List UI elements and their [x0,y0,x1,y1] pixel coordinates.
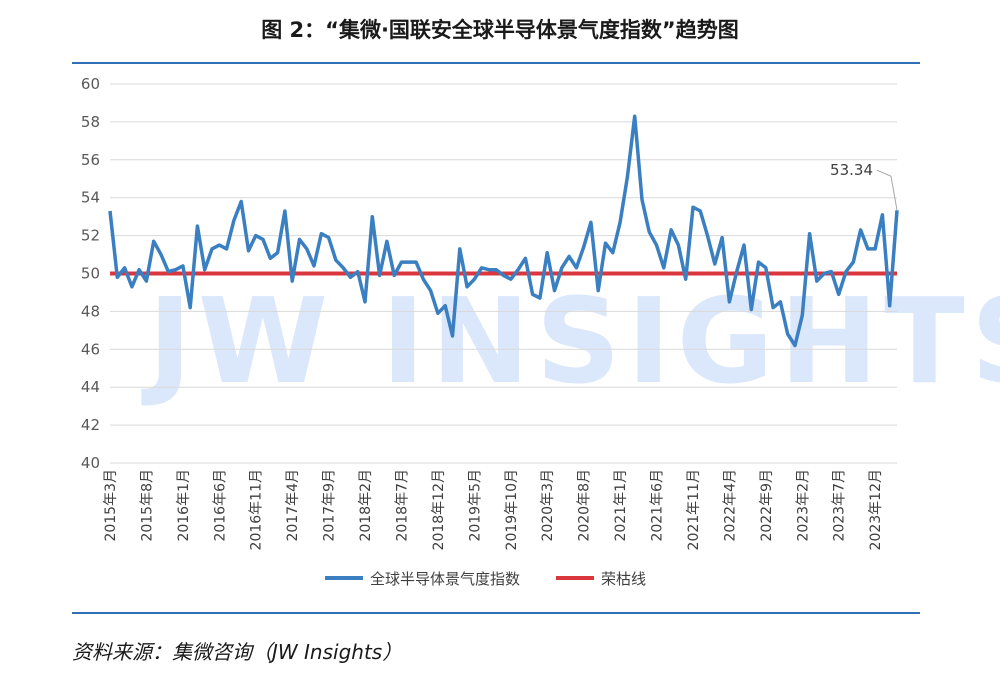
x-tick-label: 2021年6月 [650,469,666,542]
annotation-label: 53.34 [830,161,873,179]
x-tick-label: 2021年1月 [613,469,629,542]
y-tick-label: 42 [81,416,100,434]
x-tick-label: 2015年3月 [103,469,119,542]
x-tick-label: 2017年9月 [322,469,338,542]
gridlines [110,83,897,464]
y-tick-label: 60 [81,75,100,93]
y-tick-label: 58 [81,113,100,131]
x-tick-label: 2015年8月 [139,469,155,542]
source-note: 资料来源：集微咨询（JW Insights） [72,640,403,664]
top-rule [72,62,920,64]
y-tick-label: 46 [81,340,100,358]
x-tick-label: 2016年6月 [212,469,228,542]
bottom-rule [72,612,920,614]
y-tick-label: 52 [81,227,100,245]
annotation-leader [876,169,898,211]
series-lines [108,114,899,348]
x-tick-label: 2020年8月 [577,469,593,542]
x-tick-label: 2023年7月 [832,469,848,542]
y-tick-label: 48 [81,302,100,320]
x-tick-label: 2018年7月 [394,469,410,542]
y-tick-label: 56 [81,151,100,169]
x-tick-label: 2021年11月 [686,469,702,550]
x-tick-label: 2022年9月 [759,469,775,542]
x-tick-label: 2022年4月 [722,469,738,542]
x-tick-label: 2018年12月 [431,469,447,550]
y-axis-ticks: 40 42 44 46 48 50 52 54 56 58 60 [81,75,100,472]
x-tick-label: 2023年12月 [868,469,884,550]
y-tick-label: 54 [81,189,100,207]
annotation: 53.34 [830,161,898,211]
series-line-index [108,114,899,348]
x-tick-label: 2018年2月 [358,469,374,542]
legend: 全球半导体景气度指数 荣枯线 [325,570,646,588]
x-tick-label: 2016年1月 [176,469,192,542]
legend-label-threshold: 荣枯线 [601,570,646,588]
y-tick-label: 44 [81,378,100,396]
x-tick-label: 2019年10月 [504,469,520,550]
legend-label-index: 全球半导体景气度指数 [370,570,520,588]
y-tick-label: 40 [81,454,100,472]
x-axis-ticks: 2015年3月 2015年8月 2016年1月 2016年6月 2016年11月 2017… [103,469,884,550]
watermark-text: JW INSIGHTS [141,272,1000,410]
x-tick-label: 2023年2月 [795,469,811,542]
x-tick-label: 2016年11月 [249,469,265,550]
x-tick-label: 2017年4月 [285,469,301,542]
x-tick-label: 2020年3月 [540,469,556,542]
x-tick-label: 2019年5月 [467,469,483,542]
chart-title: 图 2：“集微·国联安全球半导体景气度指数”趋势图 [261,18,739,42]
chart: JW INSIGHTS 40 42 44 46 48 50 52 54 56 58 60 2015年… [81,75,1000,588]
y-tick-label: 50 [81,265,100,283]
